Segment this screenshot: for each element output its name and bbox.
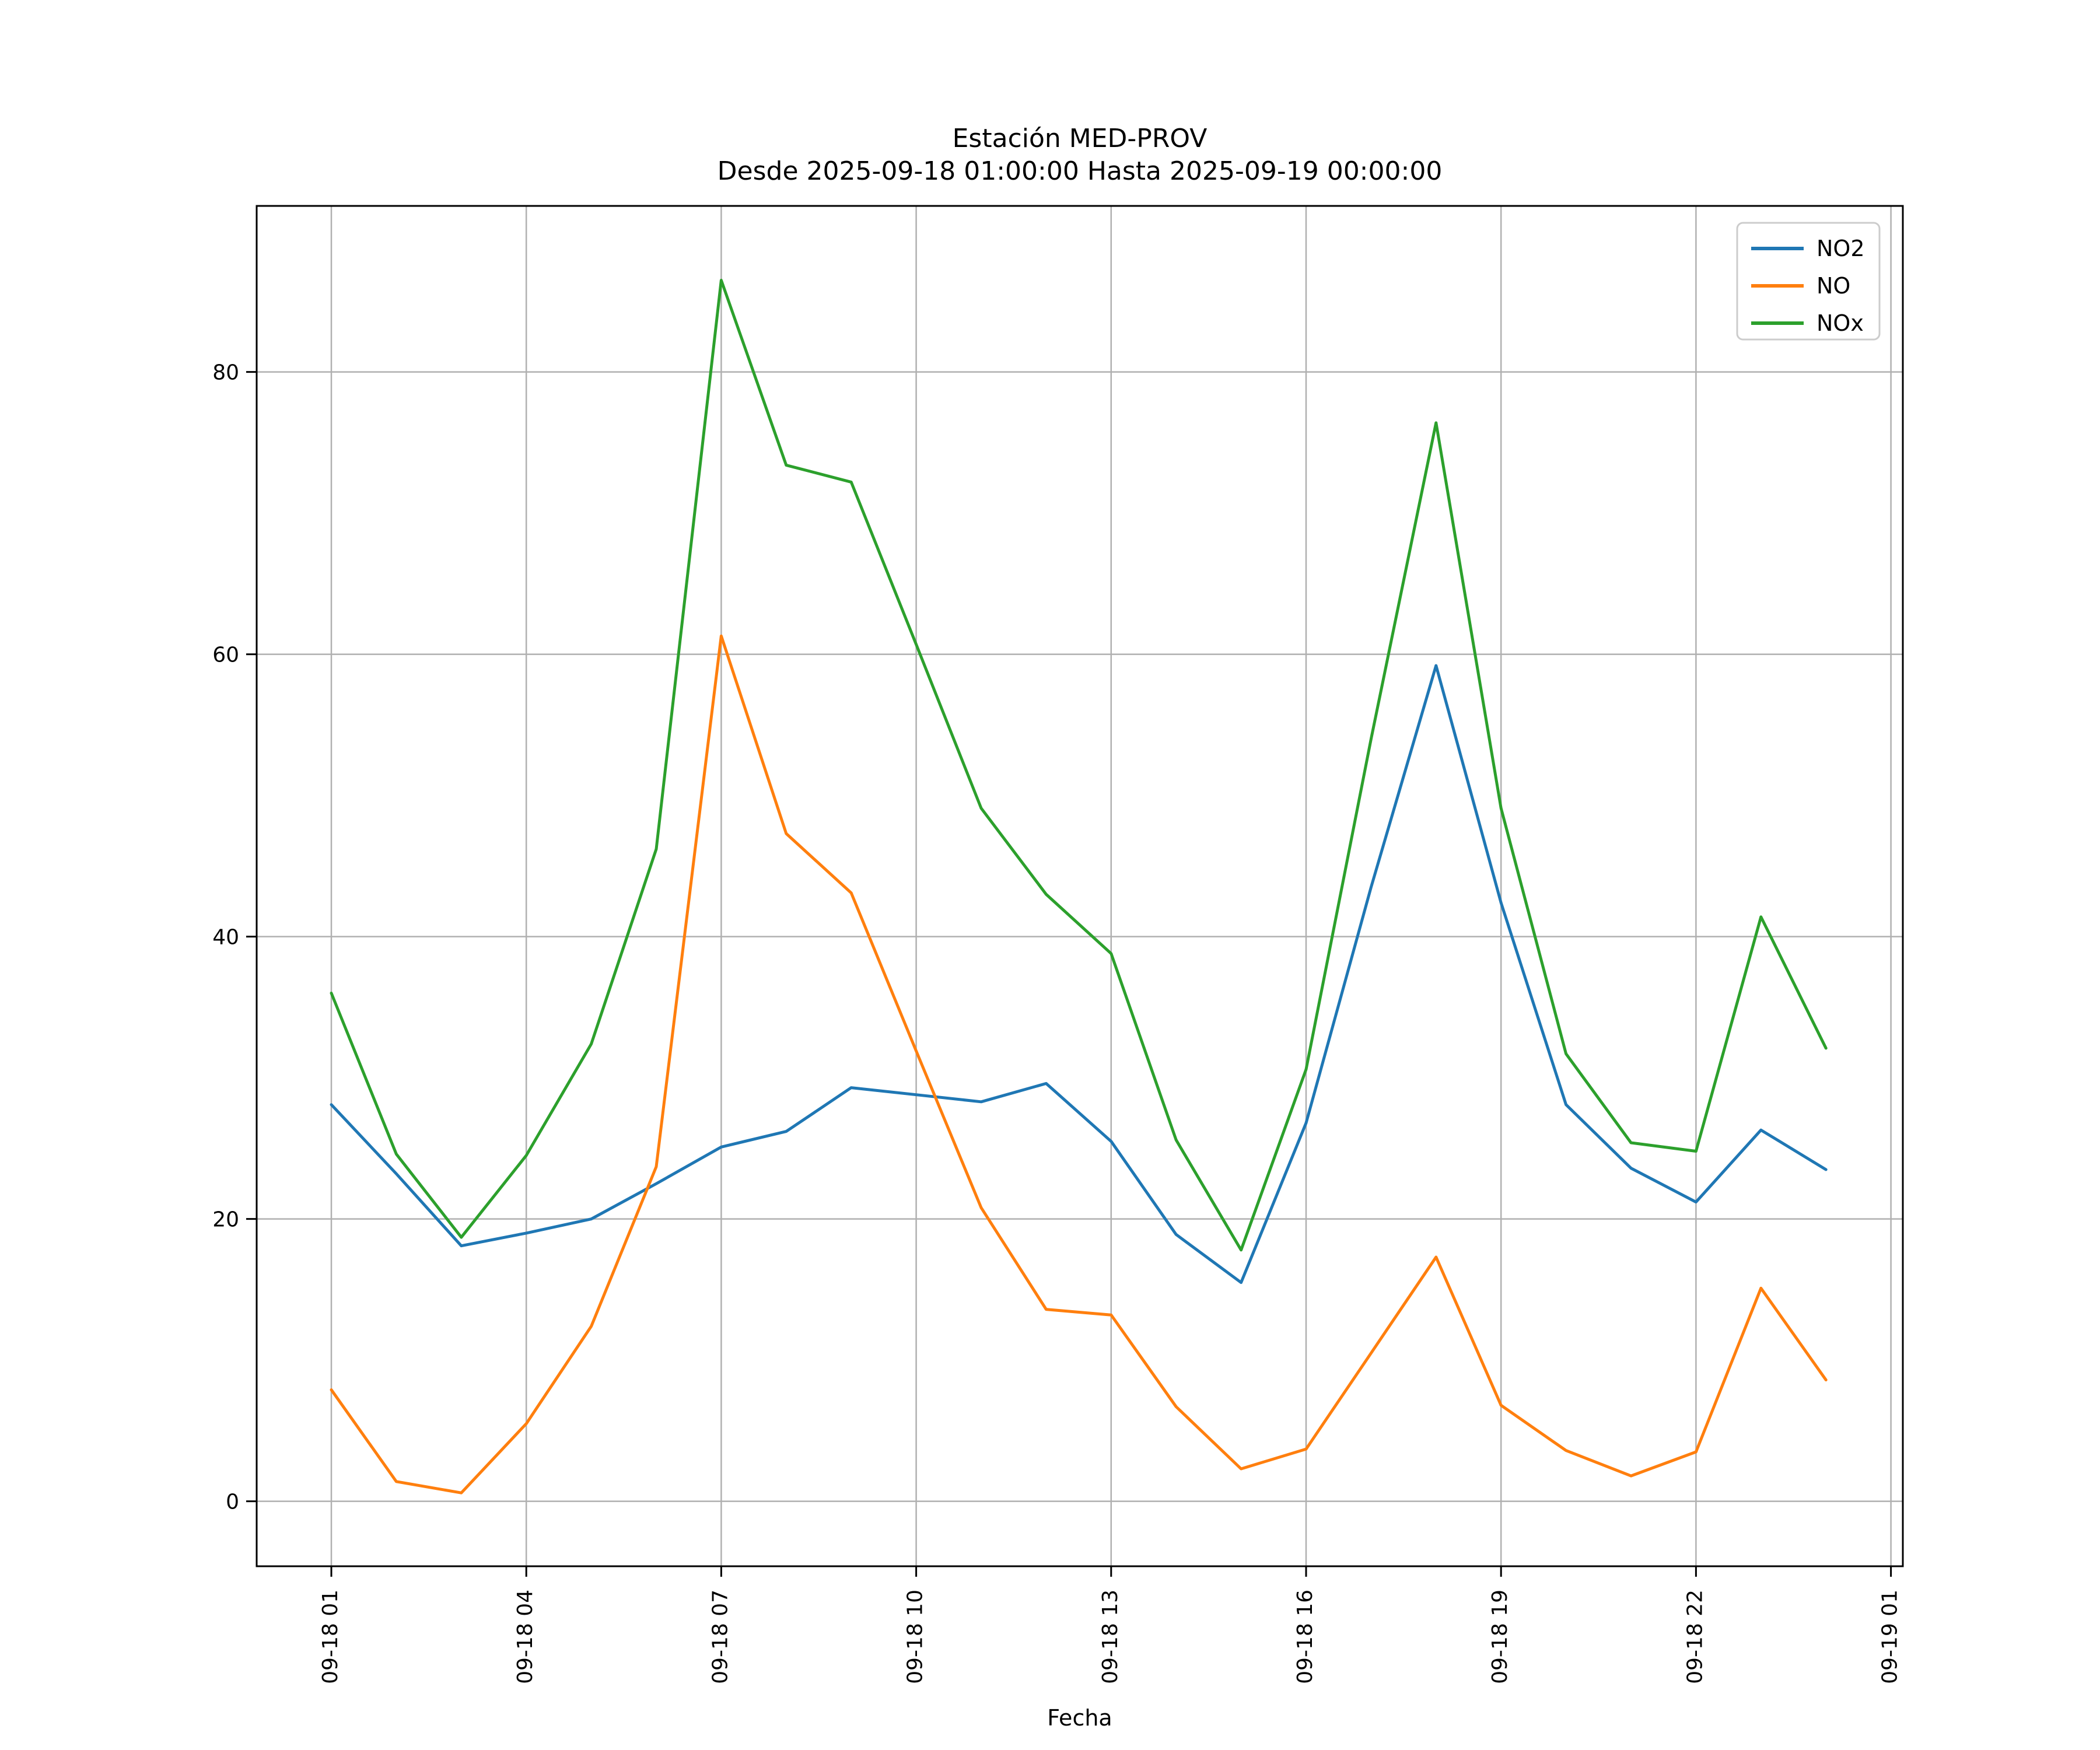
legend-label-nox: NOx bbox=[1817, 310, 1864, 336]
chart-subtitle: Desde 2025-09-18 01:00:00 Hasta 2025-09-… bbox=[718, 156, 1443, 186]
y-tick-label: 0 bbox=[226, 1490, 239, 1514]
axis-tick-labels: 0 20 40 60 80 09-18 01 09-18 04 09-18 07 09-18 1… bbox=[212, 361, 1902, 1684]
no-line bbox=[330, 634, 1828, 1494]
gridlines bbox=[257, 206, 1903, 1566]
y-tick-label: 80 bbox=[212, 361, 239, 385]
legend-label-no: NO bbox=[1817, 273, 1850, 299]
x-tick-label: 09-18 01 bbox=[318, 1590, 342, 1684]
x-tick-label: 09-18 22 bbox=[1683, 1590, 1707, 1684]
chart-title: Estación MED-PROV bbox=[953, 124, 1208, 153]
legend-box bbox=[1736, 222, 1881, 341]
series-lines bbox=[330, 278, 1828, 1494]
x-axis-label: Fecha bbox=[1047, 1705, 1112, 1731]
x-tick-label: 09-19 01 bbox=[1878, 1590, 1902, 1684]
y-tick-label: 40 bbox=[212, 926, 239, 950]
axis-ticks bbox=[246, 371, 1892, 1577]
no2-line bbox=[330, 664, 1828, 1284]
x-tick-label: 09-18 07 bbox=[708, 1590, 732, 1684]
x-tick-label: 09-18 13 bbox=[1098, 1590, 1122, 1684]
x-tick-label: 09-18 16 bbox=[1293, 1590, 1317, 1684]
y-tick-label: 60 bbox=[212, 643, 239, 667]
x-tick-label: 09-18 10 bbox=[904, 1590, 928, 1684]
plot-border bbox=[256, 205, 1904, 1567]
nox-line bbox=[330, 278, 1828, 1252]
legend: NO2 NO NOx bbox=[1736, 222, 1881, 341]
legend-label-no2: NO2 bbox=[1817, 236, 1865, 261]
y-tick-label: 20 bbox=[212, 1208, 239, 1232]
x-tick-label: 09-18 04 bbox=[513, 1590, 537, 1684]
x-tick-label: 09-18 19 bbox=[1488, 1590, 1512, 1684]
